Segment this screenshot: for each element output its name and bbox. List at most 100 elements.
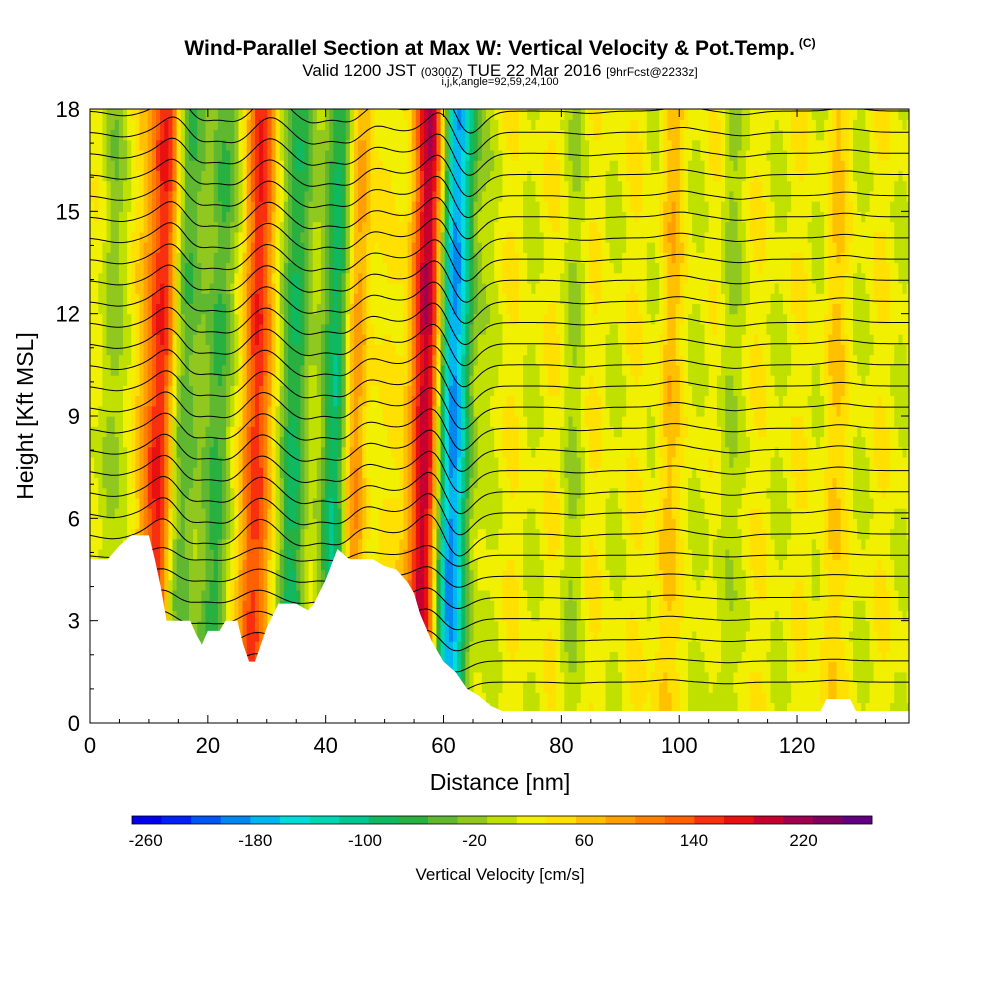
velocity-cell — [118, 416, 124, 427]
velocity-cell — [411, 559, 417, 571]
velocity-cell — [155, 436, 161, 448]
velocity-cell — [263, 313, 268, 325]
velocity-cell — [345, 426, 351, 438]
velocity-cell — [263, 149, 268, 161]
velocity-cell — [201, 262, 207, 274]
velocity-cell — [407, 160, 413, 171]
velocity-cell — [193, 180, 198, 192]
velocity-cell — [382, 252, 388, 264]
velocity-cell — [250, 160, 256, 171]
velocity-cell — [246, 119, 252, 131]
velocity-cell — [201, 170, 207, 182]
velocity-cell — [337, 303, 343, 315]
velocity-cell — [424, 160, 429, 171]
velocity-cell — [205, 549, 211, 560]
velocity-cell — [172, 211, 178, 223]
velocity-cell — [345, 375, 351, 386]
velocity-cell — [419, 549, 425, 560]
velocity-cell — [118, 160, 124, 171]
velocity-cell — [316, 149, 322, 161]
velocity-cell — [234, 416, 240, 427]
velocity-cell — [226, 282, 231, 294]
velocity-cell — [415, 354, 421, 366]
velocity-cell — [304, 303, 310, 315]
velocity-cell — [279, 242, 285, 253]
velocity-cell — [267, 538, 273, 550]
velocity-cell — [135, 293, 141, 305]
velocity-cell — [271, 323, 277, 335]
velocity-cell — [353, 139, 359, 151]
velocity-cell — [201, 303, 207, 315]
velocity-cell — [110, 395, 116, 407]
velocity-cell — [118, 518, 124, 530]
velocity-cell — [304, 313, 310, 325]
velocity-cell — [250, 579, 256, 591]
velocity-cell — [370, 405, 376, 417]
velocity-cell — [374, 190, 380, 202]
velocity-cell — [428, 231, 433, 243]
velocity-cell — [287, 508, 293, 519]
velocity-cell — [308, 293, 314, 305]
velocity-cell — [230, 497, 235, 509]
velocity-cell — [197, 190, 202, 202]
velocity-cell — [308, 272, 314, 284]
velocity-cell — [127, 518, 132, 530]
velocity-cell — [234, 293, 240, 305]
velocity-cell — [135, 456, 141, 468]
velocity-cell — [131, 262, 136, 274]
velocity-cell — [287, 262, 293, 274]
velocity-cell — [399, 303, 405, 315]
velocity-cell — [304, 467, 310, 478]
velocity-cell — [90, 395, 95, 407]
velocity-cell — [419, 129, 425, 141]
velocity-cell — [395, 139, 400, 151]
velocity-cell — [90, 180, 95, 192]
velocity-cell — [411, 528, 417, 540]
velocity-cell — [349, 487, 355, 499]
velocity-cell — [250, 456, 256, 468]
velocity-cell — [378, 242, 384, 253]
velocity-cell — [123, 252, 128, 264]
velocity-cell — [333, 487, 339, 499]
velocity-cell — [283, 497, 289, 509]
velocity-cell — [180, 129, 186, 141]
velocity-cell — [366, 344, 372, 356]
velocity-cell — [168, 282, 174, 294]
velocity-cell — [349, 272, 355, 284]
velocity-cell — [415, 579, 421, 591]
velocity-cell — [382, 518, 388, 530]
velocity-cell — [271, 344, 277, 356]
velocity-cell — [407, 242, 413, 253]
velocity-cell — [283, 487, 289, 499]
velocity-cell — [217, 354, 223, 366]
velocity-cell — [428, 426, 433, 438]
velocity-cell — [209, 334, 215, 345]
velocity-cell — [419, 416, 425, 427]
velocity-cell — [374, 149, 380, 161]
velocity-cell — [246, 497, 252, 509]
velocity-cell — [424, 385, 429, 397]
velocity-cell — [172, 405, 178, 417]
velocity-cell — [131, 416, 136, 427]
velocity-cell — [250, 344, 256, 356]
velocity-cell — [349, 282, 355, 294]
velocity-cell — [366, 313, 372, 325]
velocity-cell — [242, 375, 248, 386]
velocity-cell — [271, 119, 277, 131]
velocity-cell — [238, 272, 244, 284]
velocity-cell — [242, 569, 248, 581]
velocity-cell — [94, 282, 99, 294]
velocity-cell — [366, 282, 372, 294]
velocity-cell — [172, 446, 178, 458]
velocity-cell — [267, 334, 273, 345]
velocity-cell — [259, 231, 264, 243]
velocity-cell — [114, 109, 120, 120]
velocity-cell — [337, 170, 343, 182]
velocity-cell — [205, 272, 211, 284]
velocity-cell — [213, 109, 219, 120]
velocity-cell — [114, 119, 120, 131]
velocity-cell — [188, 170, 194, 182]
velocity-cell — [259, 630, 264, 642]
velocity-cell — [411, 272, 417, 284]
velocity-cell — [226, 160, 231, 171]
